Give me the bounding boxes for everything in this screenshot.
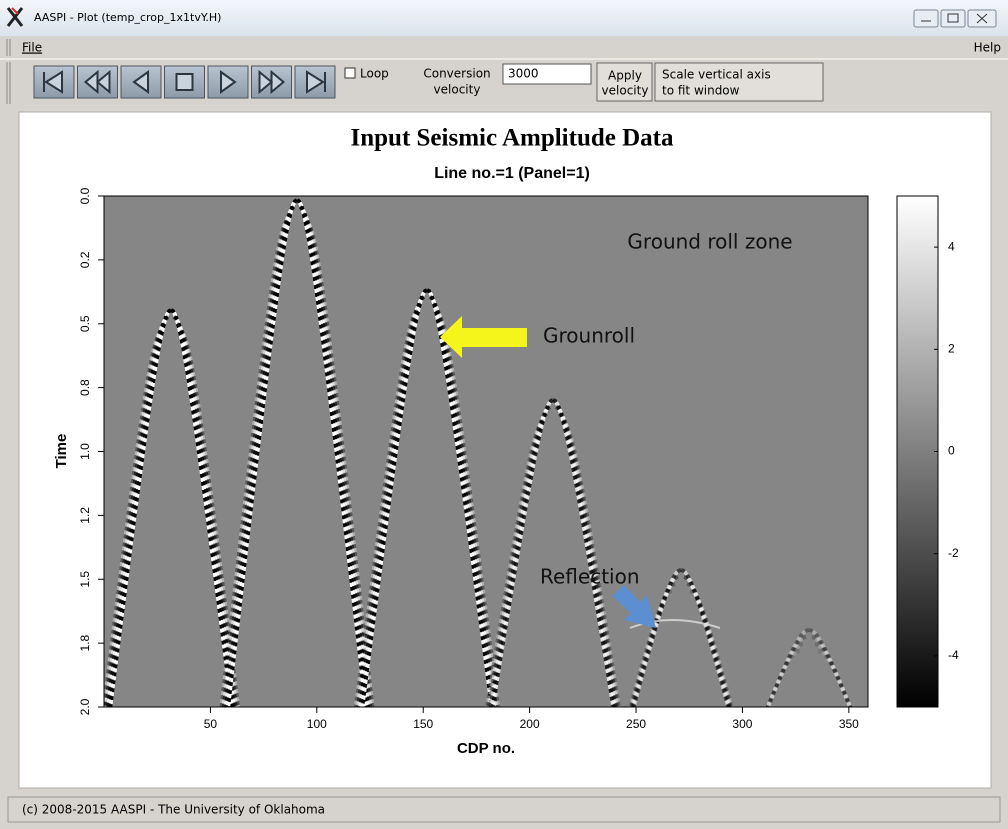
x-tick-label: 200 [520,717,540,731]
x-tick-label: 350 [839,717,859,731]
status-text: (c) 2008-2015 AASPI - The University of … [22,803,325,817]
y-tick-label: 1.2 [78,507,92,524]
x-tick-label: 50 [204,717,218,731]
y-tick-label: 0.2 [78,251,92,268]
chart-title: Input Seismic Amplitude Data [351,125,674,152]
chart-subtitle: Line no.=1 (Panel=1) [434,165,590,182]
window-title: AASPI - Plot (temp_crop_1x1tvY.H) [34,11,221,24]
colorbar-tick-label: 4 [948,239,955,253]
colorbar-tick-label: 0 [948,444,955,458]
conversion-label: velocity [434,83,481,97]
y-tick-label: 1.5 [78,571,92,588]
conversion-label: Conversion [423,67,490,81]
y-tick-label: 0.5 [78,315,92,332]
maximize-button[interactable] [941,10,965,27]
apply-label: Apply [608,69,642,83]
page: {"window": {"title": "AASPI - Plot (temp… [0,0,1008,829]
x-tick-label: 250 [626,717,646,731]
menu-file[interactable]: File [22,41,42,55]
scale-label: Scale vertical axis [662,68,771,82]
playback-controls [34,66,335,98]
y-tick-label: 2.0 [78,698,92,715]
y-tick-label: 0.8 [78,379,92,396]
y-axis-label: Time [53,434,70,469]
x-tick-label: 300 [732,717,752,731]
apply-label: velocity [602,84,649,98]
x-tick-label: 100 [307,717,327,731]
scale-label: to fit window [662,84,740,98]
window-controls[interactable] [914,10,996,27]
menu-help[interactable]: Help [974,41,1001,55]
menu-bar [0,36,1008,58]
loop-checkbox[interactable] [345,68,355,78]
colorbar-tick-label: -2 [948,546,959,560]
y-tick-label: 0.0 [78,187,92,204]
y-tick-label: 1.8 [78,634,92,651]
app-window: AASPI - Plot (temp_crop_1x1tvY.H) File H… [0,0,1008,829]
colorbar [897,196,938,707]
colorbar-tick-label: -4 [948,648,959,662]
velocity-value: 3000 [508,67,539,81]
x-axis-label: CDP no. [457,740,515,757]
annotation: Ground roll zone [627,230,792,254]
minimize-button[interactable] [914,10,938,27]
annotation: Grounroll [543,324,635,348]
colorbar-tick-label: 2 [948,341,955,355]
x-tick-label: 150 [413,717,433,731]
annotation: Reflection [540,565,640,589]
y-tick-label: 1.0 [78,443,92,460]
loop-label: Loop [360,67,389,81]
playback-icon [177,74,193,90]
